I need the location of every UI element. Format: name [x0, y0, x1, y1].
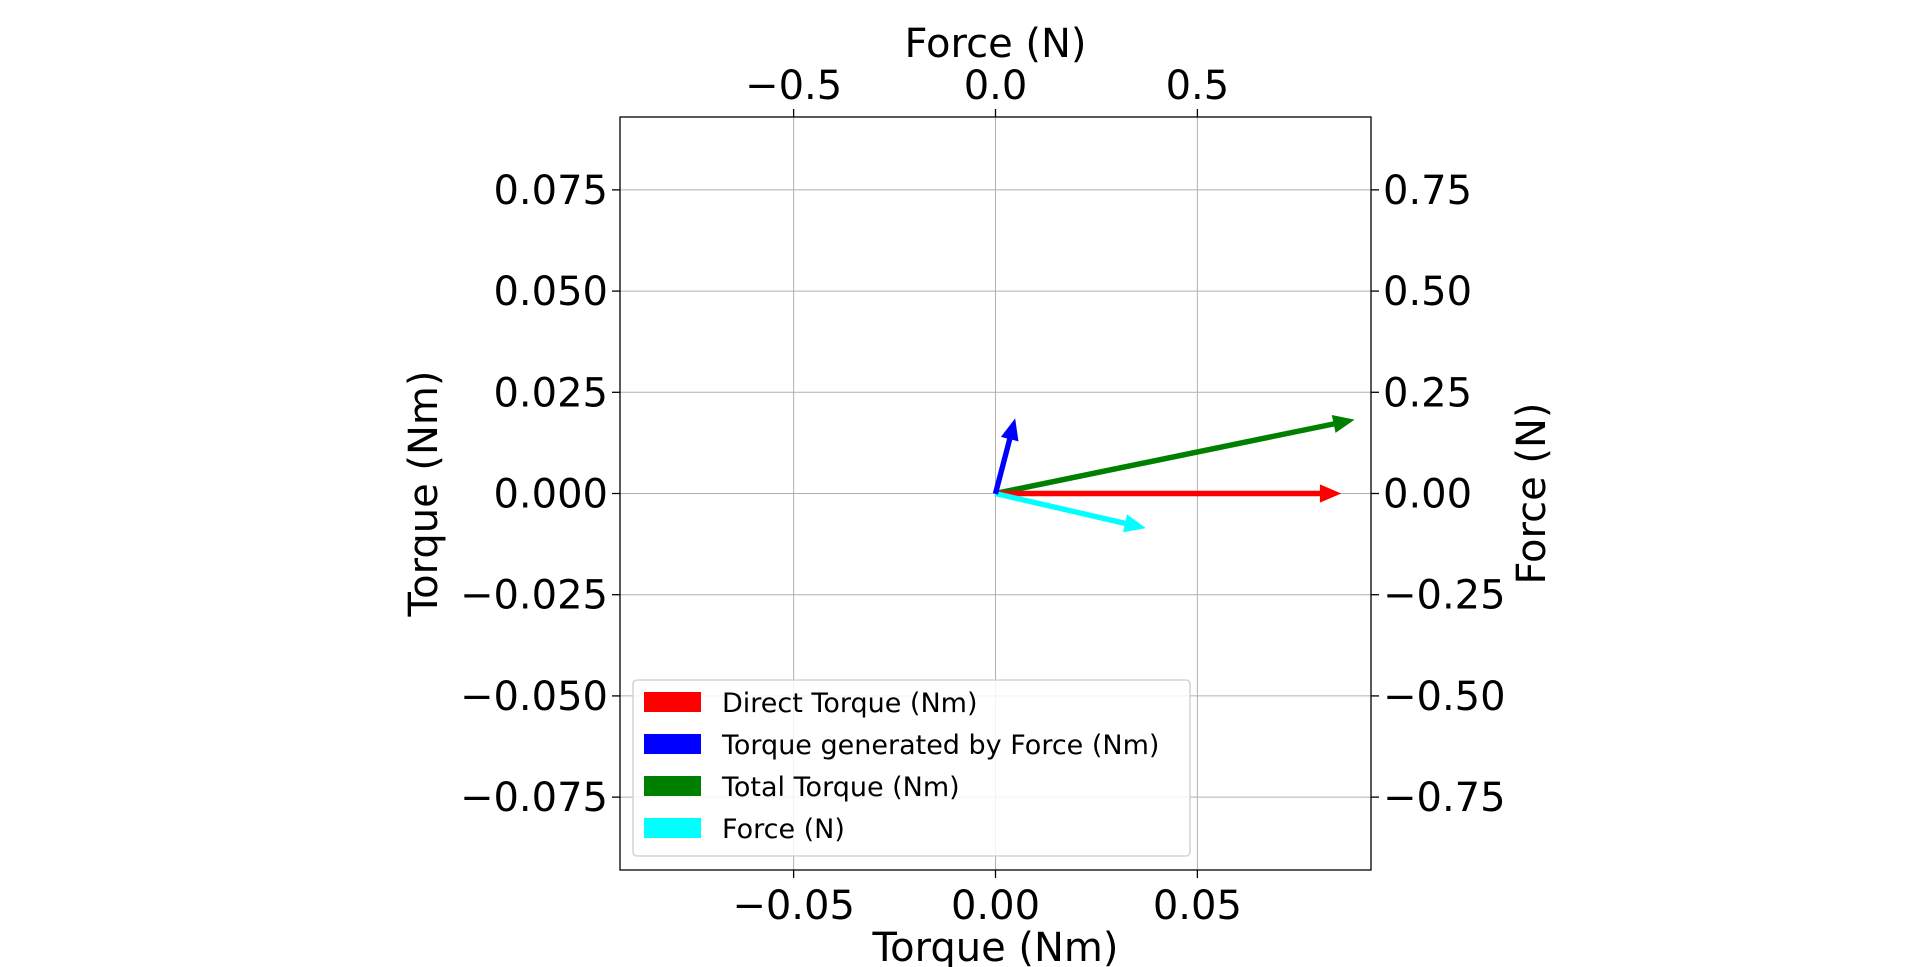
- vector-arrows: [992, 414, 1355, 533]
- y-tick-label: 0.075: [493, 168, 608, 214]
- top-tick-label: −0.5: [745, 63, 842, 109]
- y-tick-label: 0.000: [493, 472, 608, 518]
- legend-swatch: [644, 734, 701, 754]
- right-tick-label: 0.25: [1383, 370, 1472, 416]
- y-axis-label: Torque (Nm): [401, 370, 447, 617]
- legend-label: Torque generated by Force (Nm): [721, 730, 1159, 761]
- right-tick-label: 0.00: [1383, 472, 1472, 518]
- y-tick-label: −0.025: [460, 573, 608, 619]
- x-tick-label: 0.05: [1153, 883, 1242, 929]
- y-tick-label: 0.025: [493, 370, 608, 416]
- axis-ticks: −0.05 0.00 0.05 −0.075 −0.050 −0.025 0.000 0.02…: [460, 63, 1506, 929]
- right-tick-label: 0.50: [1383, 269, 1472, 315]
- x-tick-label: 0.00: [951, 883, 1040, 929]
- legend-label: Force (N): [722, 814, 845, 845]
- y-tick-label: −0.050: [460, 674, 608, 720]
- arrow-direct-torque-nm: [995, 484, 1342, 503]
- legend-box: [632, 679, 1191, 857]
- y-tick-label: 0.050: [493, 269, 608, 315]
- arrow-torque-generated-by-force-nm: [992, 418, 1019, 495]
- legend-label: Direct Torque (Nm): [722, 688, 978, 719]
- legend-label: Total Torque (Nm): [721, 772, 960, 803]
- legend-swatch: [644, 692, 701, 712]
- y-tick-label: −0.075: [460, 775, 608, 821]
- secondary-y-axis-label: Force (N): [1509, 402, 1555, 584]
- top-tick-label: 0.5: [1166, 63, 1230, 109]
- arrow-force-n: [994, 490, 1146, 533]
- arrow-total-torque-nm: [994, 414, 1355, 497]
- right-tick-label: −0.25: [1383, 573, 1506, 619]
- x-tick-label: −0.05: [732, 883, 855, 929]
- top-tick-label: 0.0: [964, 63, 1028, 109]
- legend-swatch: [644, 818, 701, 838]
- secondary-x-axis-label: Force (N): [904, 21, 1086, 67]
- legend: Direct Torque (Nm) Torque generated by Fo…: [632, 679, 1191, 857]
- right-tick-label: 0.75: [1383, 168, 1472, 214]
- legend-swatch: [644, 776, 701, 796]
- right-tick-label: −0.50: [1383, 674, 1506, 720]
- right-tick-label: −0.75: [1383, 775, 1506, 821]
- x-axis-label: Torque (Nm): [871, 925, 1118, 967]
